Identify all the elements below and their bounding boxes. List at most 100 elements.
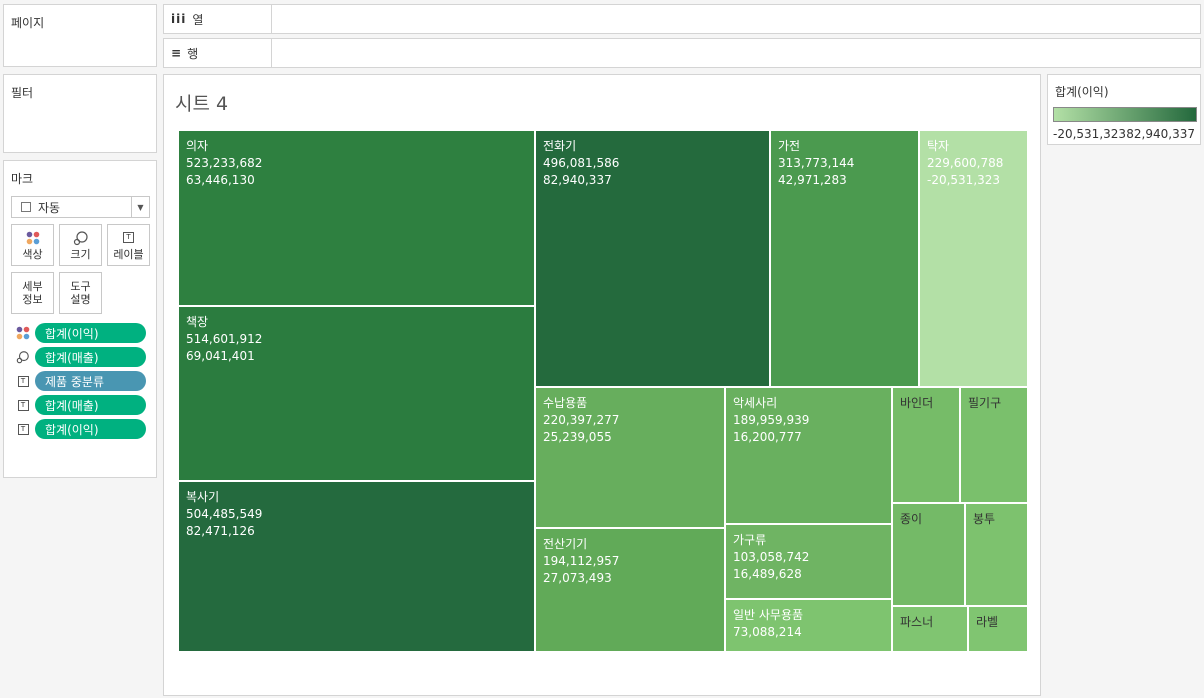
columns-shelf[interactable]: iii 열 (163, 4, 1201, 34)
size-pill-row: 합계(매출) (15, 347, 146, 367)
tile-sales: 229,600,788 (927, 156, 1004, 170)
tile-name: 필기구 (968, 396, 1002, 410)
tile-name: 책장 (186, 315, 209, 329)
filters-panel[interactable]: 필터 (3, 74, 157, 153)
treemap-tile[interactable]: 수납용품 220,397,277 25,239,055 (535, 387, 725, 528)
tooltip-button-label: 도구 설명 (70, 280, 91, 306)
profit-color-pill[interactable]: 합계(이익) (35, 323, 146, 343)
tile-profit: 16,200,777 (733, 430, 802, 444)
label-button-label: 레이블 (113, 247, 144, 261)
profit-label-pill-row: T 합계(이익) (15, 419, 146, 439)
legend-min-label: -20,531,323 (1053, 127, 1127, 141)
color-legend: 합계(이익) -20,531,323 82,940,337 (1047, 74, 1201, 145)
tile-sales: 514,601,912 (186, 332, 263, 346)
tile-profit: 82,471,126 (186, 524, 255, 538)
color-button-label: 색상 (22, 247, 43, 261)
tile-profit: 42,971,283 (778, 173, 847, 187)
tile-name: 종이 (900, 512, 923, 526)
tile-sales: 194,112,957 (543, 554, 620, 568)
filters-panel-title: 필터 (11, 86, 34, 100)
tile-profit: 25,239,055 (543, 430, 612, 444)
tooltip-button[interactable]: 도구 설명 (59, 272, 102, 314)
treemap-tile[interactable]: 복사기 504,485,549 82,471,126 (178, 481, 535, 652)
color-dots-icon (15, 325, 31, 341)
treemap-tile[interactable]: 파스너 (892, 606, 968, 652)
text-label-icon: T (123, 230, 134, 246)
treemap-tile[interactable]: 봉투 (965, 503, 1028, 606)
tile-sales: 313,773,144 (778, 156, 855, 170)
size-icon (15, 349, 31, 365)
sales-size-pill[interactable]: 합계(매출) (35, 347, 146, 367)
tile-name: 악세사리 (733, 396, 778, 410)
treemap-tile[interactable]: 악세사리 189,959,939 16,200,777 (725, 387, 892, 524)
treemap: 의자 523,233,682 63,446,130 책장 514,601,912 69,0… (178, 130, 1028, 652)
treemap-tile[interactable]: 전화기 496,081,586 82,940,337 (535, 130, 770, 387)
treemap-tile[interactable]: 의자 523,233,682 63,446,130 (178, 130, 535, 306)
profit-label-pill[interactable]: 합계(이익) (35, 419, 146, 439)
tile-name: 라벨 (976, 615, 999, 629)
rows-label-text: 행 (187, 46, 199, 61)
tile-sales: 103,058,742 (733, 550, 810, 564)
color-button[interactable]: 색상 (11, 224, 54, 266)
tile-profit: -20,531,323 (927, 173, 1001, 187)
text-label-icon: T (15, 421, 31, 437)
treemap-tile[interactable]: 책장 514,601,912 69,041,401 (178, 306, 535, 481)
columns-icon: iii (171, 12, 187, 26)
columns-shelf-label: iii 열 (164, 5, 272, 33)
tile-sales: 73,088,214 (733, 625, 802, 639)
subcategory-label-pill[interactable]: 제품 중분류 (35, 371, 146, 391)
tile-name: 수납용품 (543, 396, 588, 410)
treemap-tile[interactable]: 바인더 (892, 387, 960, 503)
columns-label-text: 열 (192, 12, 204, 27)
rows-shelf[interactable]: ≡ 행 (163, 38, 1201, 68)
treemap-tile[interactable]: 종이 (892, 503, 965, 606)
tile-profit: 82,940,337 (543, 173, 612, 187)
sheet-view: 시트 4 의자 523,233,682 63,446,130 책장 514,601,91… (163, 74, 1041, 696)
tile-name: 탁자 (927, 139, 950, 153)
mark-type-dropdown[interactable]: 자동 ▼ (11, 196, 150, 218)
pages-panel-title: 페이지 (11, 16, 45, 30)
tile-profit: 69,041,401 (186, 349, 255, 363)
size-button[interactable]: 크기 (59, 224, 102, 266)
tile-name: 가전 (778, 139, 801, 153)
treemap-tile[interactable]: 탁자 229,600,788 -20,531,323 (919, 130, 1028, 387)
size-button-label: 크기 (70, 247, 91, 261)
text-label-icon: T (15, 373, 31, 389)
tile-name: 전산기기 (543, 537, 588, 551)
pages-panel[interactable]: 페이지 (3, 4, 157, 67)
sales-label-pill[interactable]: 합계(매출) (35, 395, 146, 415)
tile-profit: 63,446,130 (186, 173, 255, 187)
mark-type-square-icon (21, 202, 31, 212)
tile-sales: 220,397,277 (543, 413, 620, 427)
text-label-icon: T (15, 397, 31, 413)
tile-sales: 189,959,939 (733, 413, 810, 427)
tile-name: 가구류 (733, 533, 767, 547)
marks-panel-title: 마크 (11, 172, 34, 186)
mark-type-value: 자동 (38, 200, 61, 215)
sheet-title: 시트 4 (175, 93, 229, 115)
treemap-tile[interactable]: 가전 313,773,144 42,971,283 (770, 130, 919, 387)
tile-name: 봉투 (973, 512, 996, 526)
color-pill-row: 합계(이익) (15, 323, 146, 343)
treemap-tile[interactable]: 필기구 (960, 387, 1028, 503)
label-button[interactable]: T 레이블 (107, 224, 150, 266)
legend-title: 합계(이익) (1055, 85, 1109, 99)
tile-name: 일반 사무용품 (733, 608, 804, 622)
rows-icon: ≡ (171, 46, 182, 60)
tile-sales: 504,485,549 (186, 507, 263, 521)
rows-shelf-label: ≡ 행 (164, 39, 272, 67)
tile-sales: 523,233,682 (186, 156, 263, 170)
tile-name: 전화기 (543, 139, 577, 153)
treemap-tile[interactable]: 전산기기 194,112,957 27,073,493 (535, 528, 725, 652)
detail-button[interactable]: 세부 정보 (11, 272, 54, 314)
treemap-tile[interactable]: 라벨 (968, 606, 1028, 652)
marks-panel: 마크 자동 ▼ 색상 크기 T 레이블 세부 정보 (3, 160, 157, 478)
color-dots-icon (26, 230, 40, 246)
tile-name: 의자 (186, 139, 209, 153)
treemap-tile[interactable]: 일반 사무용품 73,088,214 (725, 599, 892, 652)
tile-name: 복사기 (186, 490, 220, 504)
tile-profit: 27,073,493 (543, 571, 612, 585)
treemap-tile[interactable]: 가구류 103,058,742 16,489,628 (725, 524, 892, 599)
detail-button-label: 세부 정보 (22, 280, 43, 306)
tile-name: 바인더 (900, 396, 934, 410)
